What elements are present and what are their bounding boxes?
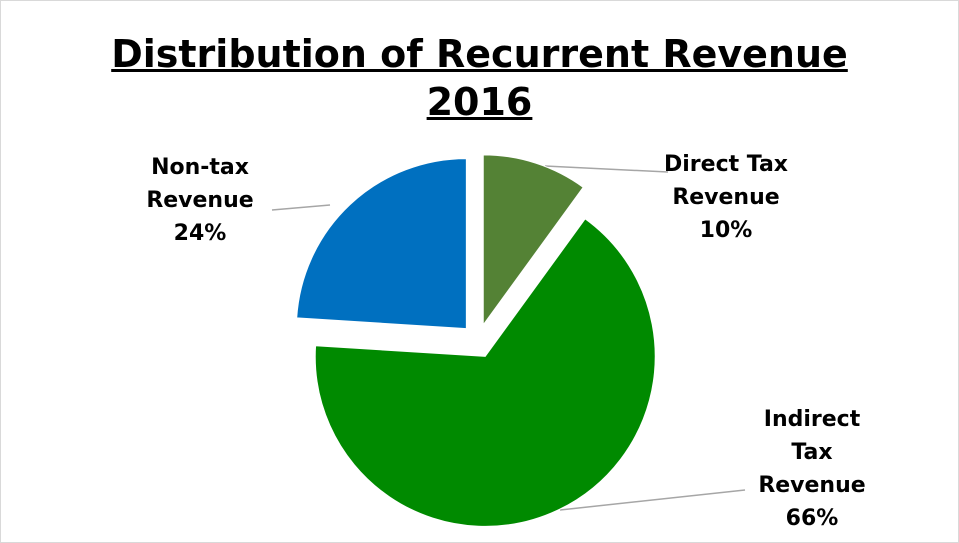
- leader-line: [544, 165, 669, 173]
- pie-slice: [314, 218, 656, 527]
- pie-slice: [296, 158, 467, 330]
- category-label: Indirect Tax Revenue: [758, 407, 866, 498]
- chart-subtitle: 2016: [426, 80, 533, 124]
- leader-line: [271, 204, 331, 211]
- data-label: Direct Tax Revenue 10%: [641, 148, 811, 247]
- data-label: Non-tax Revenue 24%: [125, 151, 275, 250]
- value-label: 24%: [173, 221, 227, 246]
- leader-line: [559, 489, 746, 511]
- value-label: 10%: [699, 218, 753, 243]
- category-label: Non-tax Revenue: [146, 155, 254, 213]
- value-label: 66%: [785, 506, 839, 531]
- pie-slice: [482, 154, 584, 327]
- category-label: Direct Tax Revenue: [664, 152, 788, 210]
- data-label: Indirect Tax Revenue 66%: [742, 403, 882, 535]
- chart-title: Distribution of Recurrent Revenue: [111, 32, 848, 76]
